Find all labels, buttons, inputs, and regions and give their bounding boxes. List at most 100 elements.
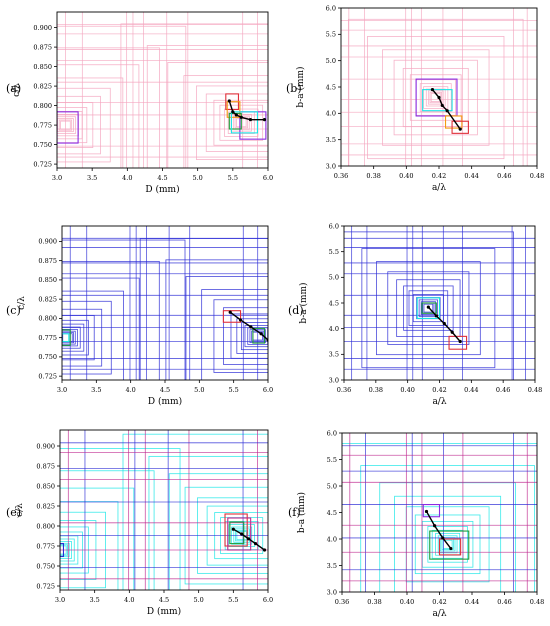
x-tick-label: 0.42	[432, 172, 446, 180]
search-box	[62, 328, 78, 347]
search-box	[62, 239, 186, 380]
x-tick-label: 0.46	[496, 386, 510, 394]
x-tick-label: 4.0	[125, 386, 135, 394]
x-tick-label: 5.5	[228, 596, 238, 604]
x-tick-label: 6.0	[263, 596, 273, 604]
y-tick-label: 0.825	[33, 82, 52, 90]
y-tick-label: 0.900	[38, 238, 57, 246]
y-tick-label: 6.0	[329, 222, 339, 230]
highlight-box-purple	[422, 503, 441, 518]
highlight-box-red	[448, 335, 468, 350]
search-box	[347, 18, 524, 166]
y-tick-label: 0.800	[36, 522, 55, 530]
x-tick-label: 0.48	[530, 172, 544, 180]
plot-area	[62, 226, 268, 380]
search-box	[429, 91, 442, 104]
path-point	[442, 321, 446, 326]
path-point	[262, 548, 267, 552]
y-tick-label: 3.0	[329, 376, 339, 384]
x-tick-label: 6.0	[263, 386, 273, 394]
y-axis-label: c/λ	[15, 503, 25, 517]
path-point	[239, 115, 243, 119]
y-tick-label: 3.0	[327, 588, 337, 596]
y-tick-label: 0.800	[38, 315, 57, 323]
panel-e: 3.0 3.5 4.0 4.5 5.0 5.5 6.0 0.725 0.750 0.775 0.80…	[6, 429, 273, 617]
axes-frame	[59, 429, 269, 591]
highlight-box-red	[451, 120, 469, 134]
x-tick-label: 0.44	[464, 172, 478, 180]
y-tick-label: 0.875	[36, 462, 55, 470]
x-tick-label: 5.0	[194, 386, 204, 394]
path-point	[228, 310, 232, 314]
search-box	[62, 290, 124, 380]
x-tick-label: 3.0	[55, 596, 65, 604]
search-box	[62, 277, 140, 380]
search-box	[344, 231, 514, 380]
highlight-box-purple	[57, 111, 79, 144]
search-box	[120, 23, 268, 168]
search-box	[367, 36, 505, 160]
panel-label: (a)	[6, 82, 21, 95]
y-tick-label: 4.5	[327, 509, 337, 517]
path-point	[246, 537, 251, 541]
x-tick-label: 5.0	[193, 596, 203, 604]
highlight-box-magenta	[227, 517, 252, 551]
plot-area	[342, 433, 537, 592]
x-tick-label: 0.38	[366, 172, 380, 180]
y-tick-label: 3.0	[326, 162, 336, 170]
y-tick-label: 0.750	[36, 562, 55, 570]
search-box	[62, 319, 89, 356]
y-tick-label: 0.725	[38, 372, 57, 380]
highlight-box-green	[229, 521, 245, 545]
path-point	[238, 318, 243, 322]
search-box	[213, 99, 268, 146]
highlight-box-red	[222, 310, 242, 323]
x-tick-label: 0.36	[334, 172, 348, 180]
y-tick-label: 0.850	[38, 276, 57, 284]
y-tick-label: 0.750	[38, 353, 57, 361]
search-box	[396, 279, 461, 337]
x-axis-label: D (mm)	[148, 396, 182, 407]
panel-b: 0.36 0.38 0.40 0.42 0.44 0.46 0.48 3.0 3.5 4.0 4.5…	[286, 4, 544, 193]
y-axis-label: c/λ	[12, 83, 22, 97]
path-point	[234, 113, 238, 117]
search-box	[62, 323, 85, 352]
y-tick-label: 0.825	[36, 502, 55, 510]
search-box	[196, 85, 268, 160]
highlight-box-blue	[60, 543, 65, 557]
x-tick-label: 0.36	[335, 598, 349, 606]
path-point	[437, 95, 441, 100]
x-tick-label: 0.46	[497, 172, 511, 180]
y-tick-label: 0.800	[33, 102, 52, 110]
x-tick-label: 5.5	[228, 174, 238, 182]
search-box	[393, 59, 478, 136]
x-tick-label: 0.44	[465, 598, 479, 606]
y-axis-label: c/λ	[17, 296, 27, 310]
x-tick-label: 0.44	[464, 386, 478, 394]
optimization-path	[229, 311, 268, 341]
x-tick-label: 5.5	[228, 386, 238, 394]
path-point	[434, 314, 438, 318]
search-box	[62, 260, 160, 380]
x-tick-label: 0.48	[530, 598, 544, 606]
search-box	[342, 443, 537, 444]
optimization-path	[228, 100, 265, 121]
search-box	[418, 299, 438, 317]
x-tick-label: 0.40	[400, 386, 414, 394]
path-point	[426, 305, 430, 309]
x-tick-label: 4.5	[157, 174, 167, 182]
x-tick-label: 0.42	[432, 386, 446, 394]
x-tick-label: 3.5	[89, 596, 99, 604]
plot-area	[341, 8, 537, 166]
search-box	[394, 495, 502, 592]
search-box	[219, 104, 264, 141]
path-point	[458, 127, 462, 131]
x-tick-label: 3.5	[87, 174, 97, 182]
y-tick-label: 0.900	[33, 24, 52, 32]
x-tick-label: 0.40	[400, 598, 414, 606]
y-tick-label: 5.0	[327, 482, 337, 490]
x-axis-label: a/λ	[432, 397, 446, 407]
highlight-box-purple	[415, 78, 458, 117]
panel-label: (b)	[286, 82, 302, 95]
y-tick-label: 6.0	[326, 4, 336, 12]
